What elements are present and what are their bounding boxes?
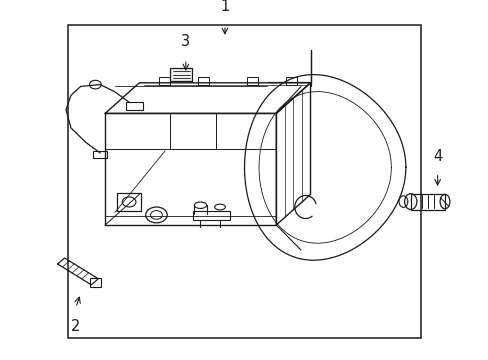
Bar — [193, 211, 229, 220]
Bar — [68, 25, 420, 338]
Bar — [285, 77, 296, 85]
Bar — [410, 194, 444, 210]
Bar — [170, 68, 192, 81]
Text: 4: 4 — [432, 149, 441, 164]
Bar — [125, 102, 143, 110]
Text: 3: 3 — [181, 33, 190, 49]
Text: 2: 2 — [71, 319, 81, 334]
Bar — [198, 77, 208, 85]
Bar — [159, 77, 169, 85]
Bar — [117, 193, 141, 211]
Text: 1: 1 — [220, 0, 229, 14]
Bar — [246, 77, 257, 85]
Bar — [93, 151, 106, 158]
Bar — [90, 278, 101, 287]
